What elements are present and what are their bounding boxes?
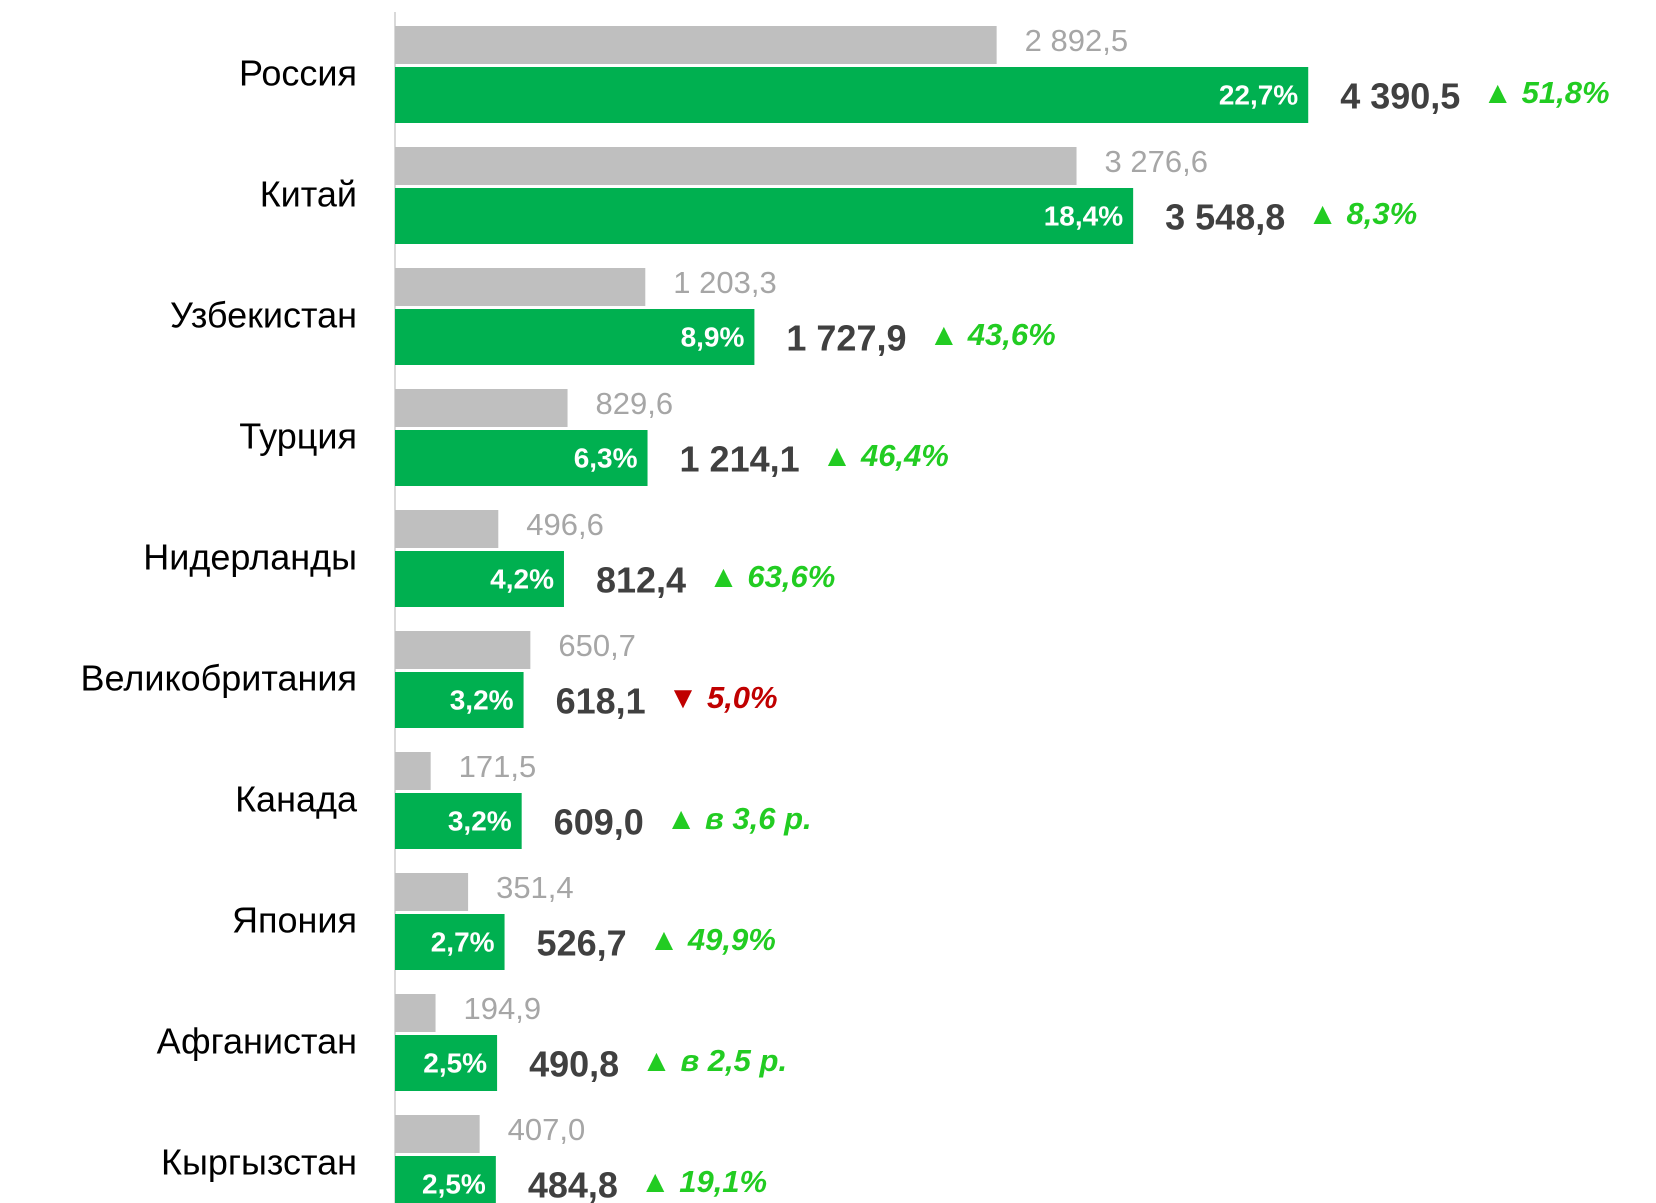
bar-previous	[395, 510, 499, 548]
share-label: 2,5%	[423, 1047, 487, 1078]
change-label: ▲ 43,6%	[929, 317, 1056, 352]
value-label-previous: 407,0	[508, 1112, 586, 1147]
change-label: ▲ 51,8%	[1482, 75, 1609, 110]
value-label-previous: 650,7	[558, 628, 636, 663]
category-label: Китай	[260, 174, 357, 215]
bar-current	[395, 67, 1309, 123]
bar-current	[395, 188, 1134, 244]
value-label-previous: 496,6	[526, 507, 604, 542]
value-label-current: 609,0	[554, 802, 644, 843]
value-label-previous: 2 892,5	[1025, 23, 1128, 58]
bar-current	[395, 1156, 496, 1203]
bar-current	[395, 672, 524, 728]
bar-previous	[395, 873, 469, 911]
value-label-previous: 171,5	[459, 749, 537, 784]
bar-previous	[395, 752, 431, 790]
share-label: 2,5%	[422, 1168, 486, 1199]
category-label: Канада	[235, 779, 358, 820]
share-label: 2,7%	[431, 926, 495, 957]
value-label-current: 618,1	[556, 681, 646, 722]
category-label: Афганистан	[157, 1021, 357, 1062]
share-label: 6,3%	[574, 442, 638, 473]
value-label-current: 490,8	[529, 1044, 619, 1085]
share-label: 3,2%	[450, 684, 514, 715]
change-label: ▲ в 3,6 р.	[666, 801, 812, 836]
change-label: ▲ 8,3%	[1307, 196, 1417, 231]
bar-current	[395, 309, 755, 365]
value-label-current: 3 548,8	[1165, 197, 1285, 238]
share-label: 22,7%	[1219, 79, 1298, 110]
bar-previous	[395, 26, 997, 64]
change-label: ▲ 49,9%	[649, 922, 776, 957]
category-label: Япония	[232, 900, 357, 941]
change-label: ▲ 19,1%	[640, 1164, 767, 1199]
share-label: 4,2%	[490, 563, 554, 594]
bar-previous	[395, 268, 646, 306]
value-label-current: 526,7	[537, 923, 627, 964]
category-label: Кыргызстан	[161, 1142, 357, 1183]
bar-previous	[395, 631, 531, 669]
category-label: Россия	[239, 53, 357, 94]
value-label-previous: 829,6	[596, 386, 674, 421]
bar-previous	[395, 994, 436, 1032]
bar-previous	[395, 1115, 480, 1153]
change-label: ▲ 46,4%	[822, 438, 949, 473]
change-label: ▲ в 2,5 р.	[641, 1043, 787, 1078]
change-label: ▲ 63,6%	[708, 559, 835, 594]
share-label: 8,9%	[681, 321, 745, 352]
value-label-previous: 351,4	[496, 870, 574, 905]
bar-previous	[395, 389, 568, 427]
value-label-previous: 3 276,6	[1105, 144, 1208, 179]
value-label-current: 484,8	[528, 1165, 618, 1203]
value-label-previous: 1 203,3	[673, 265, 776, 300]
category-label: Великобритания	[81, 658, 357, 699]
value-label-current: 1 727,9	[786, 318, 906, 359]
bar-current	[395, 551, 564, 607]
category-label: Узбекистан	[170, 295, 357, 336]
change-label: ▼ 5,0%	[668, 680, 778, 715]
value-label-current: 812,4	[596, 560, 686, 601]
bar-previous	[395, 147, 1077, 185]
value-label-previous: 194,9	[464, 991, 542, 1026]
share-label: 18,4%	[1044, 200, 1123, 231]
bar-current	[395, 914, 505, 970]
category-label: Нидерланды	[143, 537, 357, 578]
value-label-current: 1 214,1	[680, 439, 800, 480]
bar-current	[395, 430, 648, 486]
bar-current	[395, 1035, 498, 1091]
share-label: 3,2%	[448, 805, 512, 836]
value-label-current: 4 390,5	[1340, 76, 1460, 117]
bar-current	[395, 793, 522, 849]
category-label: Турция	[239, 416, 357, 457]
